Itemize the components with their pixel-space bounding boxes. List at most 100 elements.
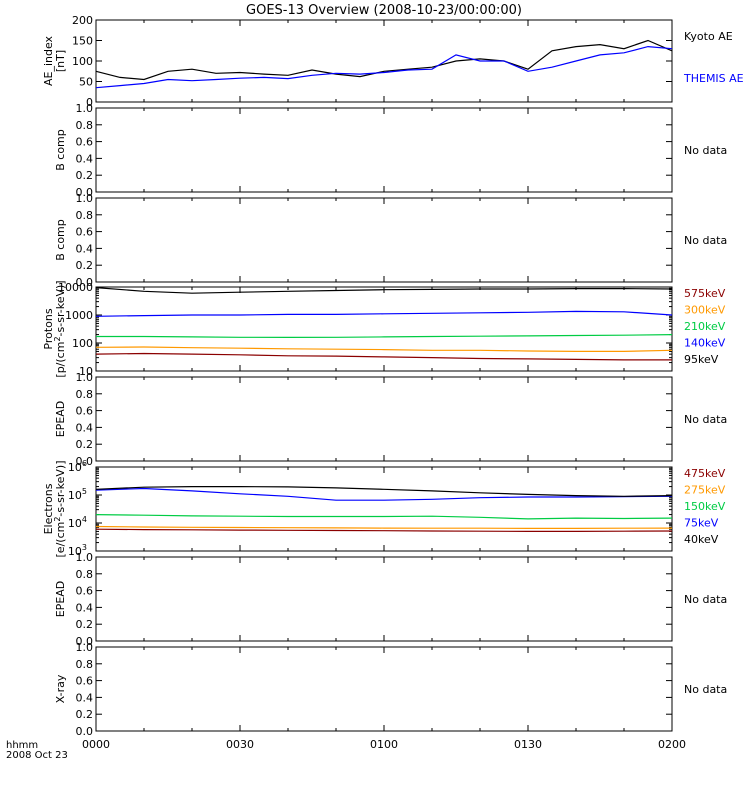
y-axis-label: B comp: [54, 219, 67, 261]
legend-entry: 150keV: [684, 500, 726, 513]
y-tick-exponent: 4: [82, 515, 87, 524]
y-tick-exponent: 6: [82, 459, 87, 468]
panel-frame: [95, 556, 673, 642]
y-tick-label: 10000: [58, 281, 93, 294]
y-tick-label: 0.4: [76, 421, 94, 434]
no-data-note: No data: [684, 144, 727, 157]
y-tick-label: 1.0: [76, 192, 94, 205]
panel-frame: [95, 197, 673, 283]
no-data-note: No data: [684, 413, 727, 426]
time-axis: 0000 0030 0100 0130 0200: [82, 738, 686, 751]
y-tick-label: 1000: [65, 309, 93, 322]
y-tick-label: 0.4: [76, 152, 94, 165]
legend-entry: 575keV: [684, 287, 726, 300]
x-tick-label: 0030: [226, 738, 254, 751]
y-axis-label: X-ray: [54, 674, 67, 703]
panel-frame: [95, 646, 673, 732]
series-line-275kev: [95, 525, 673, 530]
figure-title: GOES-13 Overview (2008-10-23/00:00:00): [246, 3, 522, 18]
y-tick-label: 0.6: [76, 675, 94, 688]
y-axis-unit-part: [e/(cm: [54, 522, 67, 558]
y-tick-label: 200: [72, 14, 93, 27]
y-tick-label: 0.4: [76, 601, 94, 614]
y-tick-label: 150: [72, 35, 93, 48]
x-tick-label: 0200: [658, 738, 686, 751]
legend-entry: Kyoto AE: [684, 30, 733, 43]
y-tick-label: 50: [79, 76, 93, 89]
y-axis-label: B comp: [54, 129, 67, 171]
legend-entry: 275keV: [684, 484, 726, 497]
legend-entry: 475keV: [684, 467, 726, 480]
y-tick-label: 0.4: [76, 242, 94, 255]
y-tick-label: 104: [68, 515, 87, 530]
y-tick-label: 0.6: [76, 405, 94, 418]
y-axis-unit: [e/(cm2-s-sr-keV)]: [53, 461, 67, 558]
series-line-75kev: [95, 487, 673, 501]
y-tick-label: 106: [68, 459, 87, 474]
series-line-kyoto-ae: [95, 39, 673, 81]
panel-frame: [95, 107, 673, 193]
y-tick-label: 0.2: [76, 259, 94, 272]
series-line-themis-ae: [95, 45, 673, 89]
panel-5: 0.0 0.2 0.4 0.6 0.8 1.0 EPEAD No data: [54, 371, 727, 468]
legend-entry: 210keV: [684, 320, 726, 333]
y-axis-unit-exponent: 2: [53, 517, 62, 522]
x-tick-label: 0100: [370, 738, 398, 751]
series-line-140kev: [95, 310, 673, 317]
y-axis-label: EPEAD: [54, 581, 67, 618]
y-tick-label: 100: [72, 55, 93, 68]
series-line-95kev: [95, 287, 673, 294]
y-tick-label: 0.0: [76, 276, 94, 289]
y-tick-label: 0.2: [76, 438, 94, 451]
x-tick-label: 0130: [514, 738, 542, 751]
panel-frame: [95, 376, 673, 462]
y-tick-label: 1.0: [76, 551, 94, 564]
series-line-575kev: [95, 352, 672, 361]
y-tick-label: 0.8: [76, 658, 94, 671]
no-data-note: No data: [684, 234, 727, 247]
y-axis-label: Electrons: [42, 483, 55, 534]
y-tick-label: 0.8: [76, 568, 94, 581]
y-tick-label: 0.2: [76, 618, 94, 631]
panel-8: 0.0 0.2 0.4 0.6 0.8 1.0 X-ray No data: [54, 641, 727, 738]
y-axis-unit-part: -s-sr-keV)]: [54, 461, 67, 517]
panel-frame: [95, 466, 673, 552]
y-tick-label: 0.6: [76, 136, 94, 149]
y-tick-label: 0.0: [76, 725, 94, 738]
y-axis-label: Protons: [42, 308, 55, 349]
y-axis-unit-part: -s-sr-keV)]: [54, 280, 67, 336]
y-tick-label: 105: [68, 487, 87, 502]
y-tick-label: 100: [72, 337, 93, 350]
y-tick-exponent: 3: [82, 543, 87, 552]
y-tick-label: 0.8: [76, 388, 94, 401]
y-tick-exponent: 5: [82, 487, 87, 496]
legend-entry: 40keV: [684, 533, 719, 546]
y-axis-label: AE_index: [42, 35, 55, 86]
y-axis-unit-exponent: 2: [53, 336, 62, 341]
y-tick-label: 0.2: [76, 169, 94, 182]
time-axis-unit-label: hhmm: [6, 740, 38, 751]
y-tick-label: 0.0: [76, 635, 94, 648]
legend-entry: 75keV: [684, 517, 719, 530]
panel-4: 10 100 1000 10000 Protons[p/(cm2-s-sr-keV)] 5…: [42, 280, 726, 378]
no-data-note: No data: [684, 593, 727, 606]
y-tick-label: 0: [86, 96, 93, 109]
x-tick-label: 0000: [82, 738, 110, 751]
y-tick-label: 1.0: [76, 641, 94, 654]
y-axis-unit-part: [p/(cm: [54, 342, 67, 378]
y-tick-label: 0.0: [76, 186, 94, 199]
panel-frame: [95, 286, 673, 372]
series-line-475kev: [95, 528, 673, 533]
y-tick-label: 0.6: [76, 226, 94, 239]
series-line-40kev: [95, 486, 673, 497]
y-axis-unit: [nT]: [54, 50, 67, 72]
y-tick-label: 10: [79, 365, 93, 378]
y-tick-label: 0.8: [76, 119, 94, 132]
panel-1: 0 50 100 150 200 AE_index [nT] Kyoto AE THEMIS A…: [42, 14, 744, 109]
legend-entry: 300keV: [684, 304, 726, 317]
y-tick-label: 0.8: [76, 209, 94, 222]
series-line-300kev: [95, 346, 673, 352]
y-tick-label: 0.4: [76, 691, 94, 704]
panel-frame: [95, 19, 673, 103]
